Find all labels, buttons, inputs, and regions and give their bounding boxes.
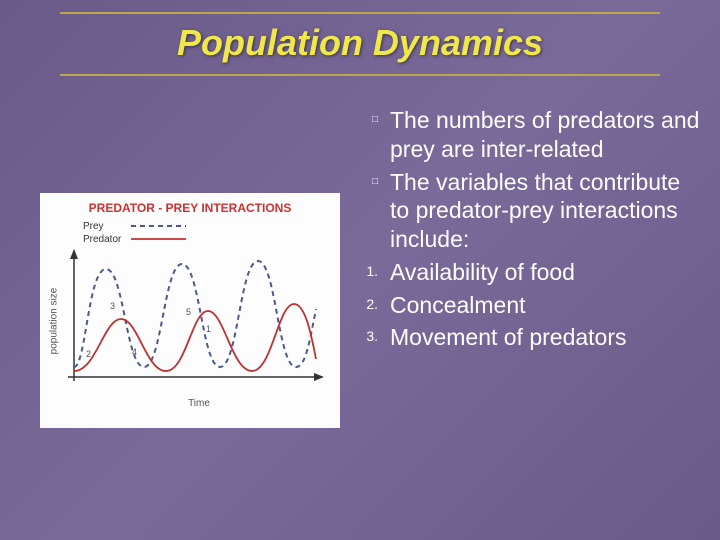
legend-predator-line (131, 235, 186, 243)
title-underline-bottom (60, 74, 660, 76)
title-underline-top (60, 12, 660, 14)
bullet-text: The variables that contribute to predato… (390, 168, 700, 254)
bullet-text: The numbers of predators and prey are in… (390, 106, 700, 164)
number-marker: 1. (360, 258, 390, 287)
number-marker: 3. (360, 323, 390, 352)
content-area: PREDATOR - PREY INTERACTIONS Prey Predat… (40, 100, 700, 520)
bullet-list: □The numbers of predators and prey are i… (360, 100, 700, 520)
chart-xlabel: Time (66, 398, 332, 409)
bullet-item: □The numbers of predators and prey are i… (360, 106, 700, 164)
legend-prey-line (131, 222, 186, 230)
legend-prey: Prey (83, 221, 332, 232)
svg-text:5: 5 (186, 307, 191, 317)
svg-text:4: 4 (132, 347, 137, 357)
slide-title: Population Dynamics (0, 22, 720, 64)
chart-panel: PREDATOR - PREY INTERACTIONS Prey Predat… (40, 100, 340, 520)
legend-predator-label: Predator (83, 234, 131, 245)
square-bullet-icon: □ (360, 168, 390, 254)
chart-legend: Prey Predator (83, 221, 332, 245)
legend-predator: Predator (83, 234, 332, 245)
legend-prey-label: Prey (83, 221, 131, 232)
bullet-text: Concealment (390, 291, 700, 320)
square-bullet-icon: □ (360, 106, 390, 164)
bullet-item: □The variables that contribute to predat… (360, 168, 700, 254)
svg-text:3: 3 (110, 301, 115, 311)
chart-title: PREDATOR - PREY INTERACTIONS (48, 201, 332, 215)
bullet-text: Movement of predators (390, 323, 700, 352)
svg-text:2: 2 (86, 349, 91, 359)
bullet-item: 2.Concealment (360, 291, 700, 320)
chart-plot: population size 35124 (66, 249, 332, 394)
number-marker: 2. (360, 291, 390, 320)
chart-ylabel: population size (49, 288, 60, 355)
svg-text:1: 1 (206, 324, 211, 334)
bullet-item: 1.Availability of food (360, 258, 700, 287)
chart-svg: 3 5 1 2 4 (66, 249, 326, 389)
bullet-text: Availability of food (390, 258, 700, 287)
chart-box: PREDATOR - PREY INTERACTIONS Prey Predat… (40, 193, 340, 428)
bullet-item: 3.Movement of predators (360, 323, 700, 352)
